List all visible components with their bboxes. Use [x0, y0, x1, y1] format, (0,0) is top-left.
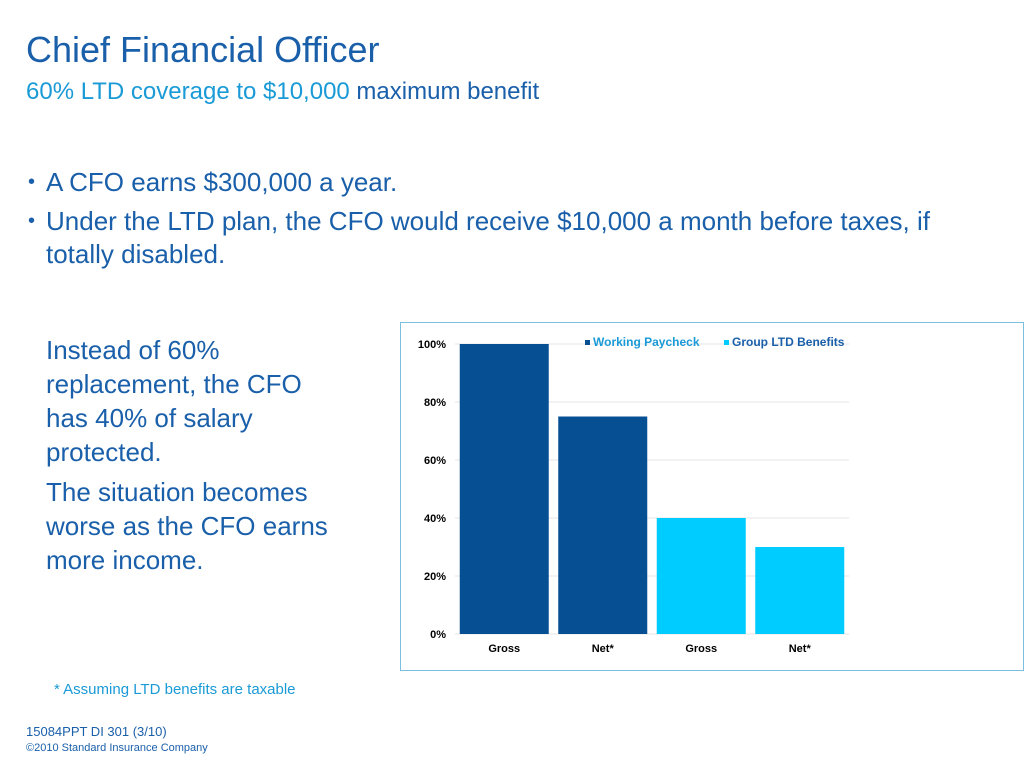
bullet-dot-icon: • [28, 171, 36, 193]
footer-code: 15084PPT DI 301 (3/10) [26, 724, 167, 739]
chart-container: 0% 20% 40% 60% 80% 100% Gross Net* Gross Net* Work… [400, 322, 1024, 671]
legend-swatch [724, 340, 729, 345]
footnote: * Assuming LTD benefits are taxable [54, 681, 296, 698]
side-paragraph: Instead of 60% replacement, the CFO has … [46, 335, 302, 467]
y-tick-label: 100% [418, 339, 446, 351]
bar-chart: 0% 20% 40% 60% 80% 100% Gross Net* Gross Net* Work… [418, 335, 849, 655]
legend-label: Group LTD Benefits [732, 335, 845, 349]
footer-copyright: ©2010 Standard Insurance Company [26, 742, 208, 754]
bullet-item: • A CFO earns $300,000 a year. [28, 166, 948, 199]
y-tick-label: 80% [424, 397, 446, 409]
x-tick-label: Gross [488, 643, 520, 655]
bar [558, 416, 648, 634]
x-tick-label: Net* [592, 643, 615, 655]
legend-label: Working Paycheck [593, 335, 700, 349]
subtitle-coverage: 60% LTD coverage to $10,000 [26, 78, 350, 105]
y-tick-label: 0% [430, 629, 446, 641]
x-tick-label: Gross [685, 643, 717, 655]
bar [755, 547, 845, 634]
bullet-list: • A CFO earns $300,000 a year. • Under the… [28, 166, 948, 277]
bullet-dot-icon: • [28, 210, 36, 232]
slide-title: Chief Financial Officer [26, 29, 380, 70]
side-commentary: Instead of 60% replacement, the CFO has … [46, 333, 346, 583]
bullet-item: • Under the LTD plan, the CFO would recei… [28, 205, 948, 271]
slide-subtitle: 60% LTD coverage to $10,000 maximum bene… [26, 78, 539, 106]
bullet-text: A CFO earns $300,000 a year. [46, 167, 398, 197]
y-tick-label: 40% [424, 513, 446, 525]
x-tick-label: Net* [789, 643, 812, 655]
side-paragraph: The situation becomes worse as the CFO e… [46, 477, 328, 575]
y-tick-label: 60% [424, 455, 446, 467]
y-tick-label: 20% [424, 571, 446, 583]
bullet-text: Under the LTD plan, the CFO would receiv… [46, 206, 930, 269]
legend-swatch [585, 340, 590, 345]
subtitle-maximum: maximum benefit [349, 78, 540, 105]
bar [656, 518, 746, 634]
bar [459, 344, 549, 634]
